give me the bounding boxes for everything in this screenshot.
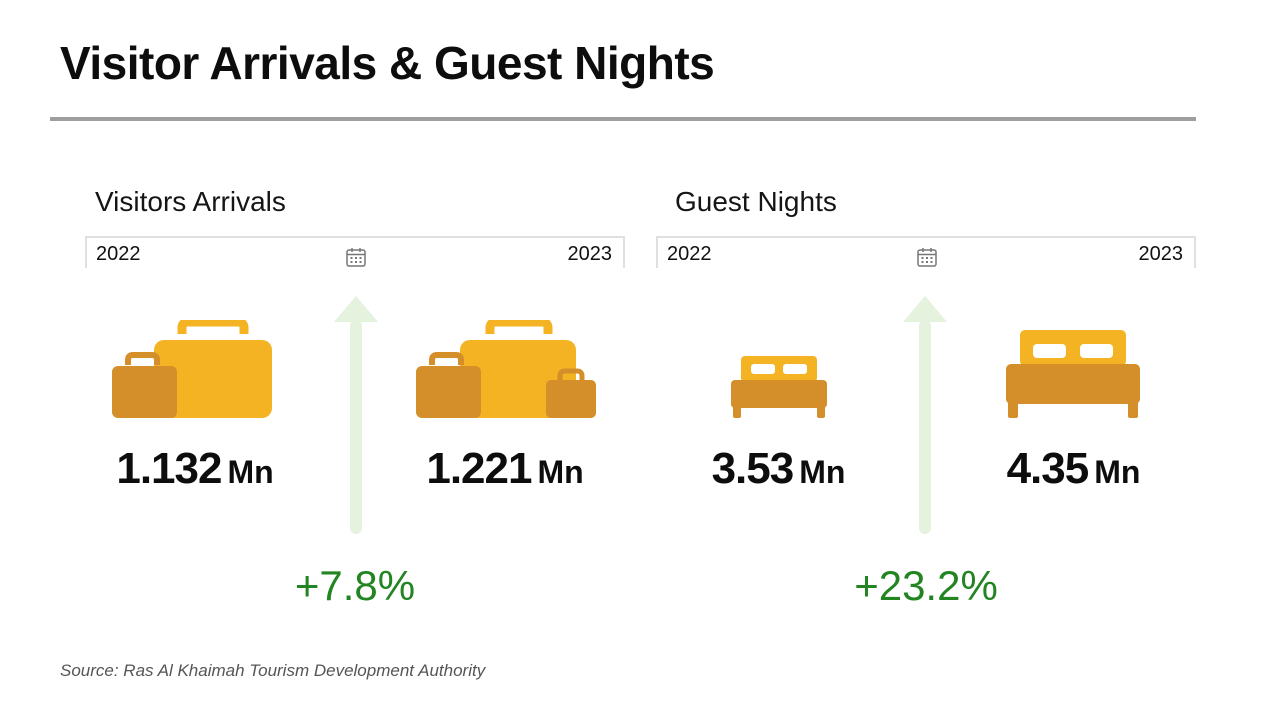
date-range-selector[interactable]: 2022 2023 (656, 236, 1196, 268)
value-2022: 1.132 Mn (110, 444, 280, 494)
value-unit: Mn (537, 454, 584, 490)
value-unit: Mn (1094, 454, 1141, 490)
value-number: 1.132 (116, 444, 222, 493)
value-2022: 3.53 Mn (696, 444, 861, 494)
date-range-selector[interactable]: 2022 2023 (85, 236, 625, 268)
page-title: Visitor Arrivals & Guest Nights (60, 37, 715, 89)
calendar-icon[interactable] (345, 246, 367, 268)
visitor-arrivals-panel: Visitors Arrivals 2022 2023 1.132 Mn 1.22… (65, 186, 625, 626)
growth-percent: +7.8% (294, 562, 416, 609)
value-2023: 4.35 Mn (991, 444, 1156, 494)
calendar-icon[interactable] (916, 246, 938, 268)
bed-icon (1006, 330, 1140, 418)
growth-arrow-icon (334, 296, 378, 534)
panel-title: Visitors Arrivals (95, 186, 286, 217)
value-2023: 1.221 Mn (420, 444, 590, 494)
value-number: 1.221 (426, 444, 532, 493)
range-start-year: 2022 (667, 243, 712, 265)
value-unit: Mn (227, 454, 274, 490)
range-end-year: 2023 (1138, 243, 1184, 265)
range-end-year: 2023 (567, 243, 613, 265)
value-unit: Mn (799, 454, 846, 490)
panel-title: Guest Nights (675, 186, 837, 217)
source-note: Source: Ras Al Khaimah Tourism Developme… (60, 661, 486, 680)
growth-arrow-icon (903, 296, 947, 534)
luggage-icon (112, 320, 272, 418)
title-divider (50, 117, 1196, 121)
bed-icon (731, 356, 827, 418)
luggage-icon (416, 320, 596, 418)
range-start-year: 2022 (96, 243, 141, 265)
value-number: 3.53 (711, 444, 795, 493)
guest-nights-panel: Guest Nights 2022 2023 3.53 Mn 4 (636, 186, 1196, 626)
value-number: 4.35 (1006, 444, 1090, 493)
growth-percent: +23.2% (854, 562, 998, 609)
